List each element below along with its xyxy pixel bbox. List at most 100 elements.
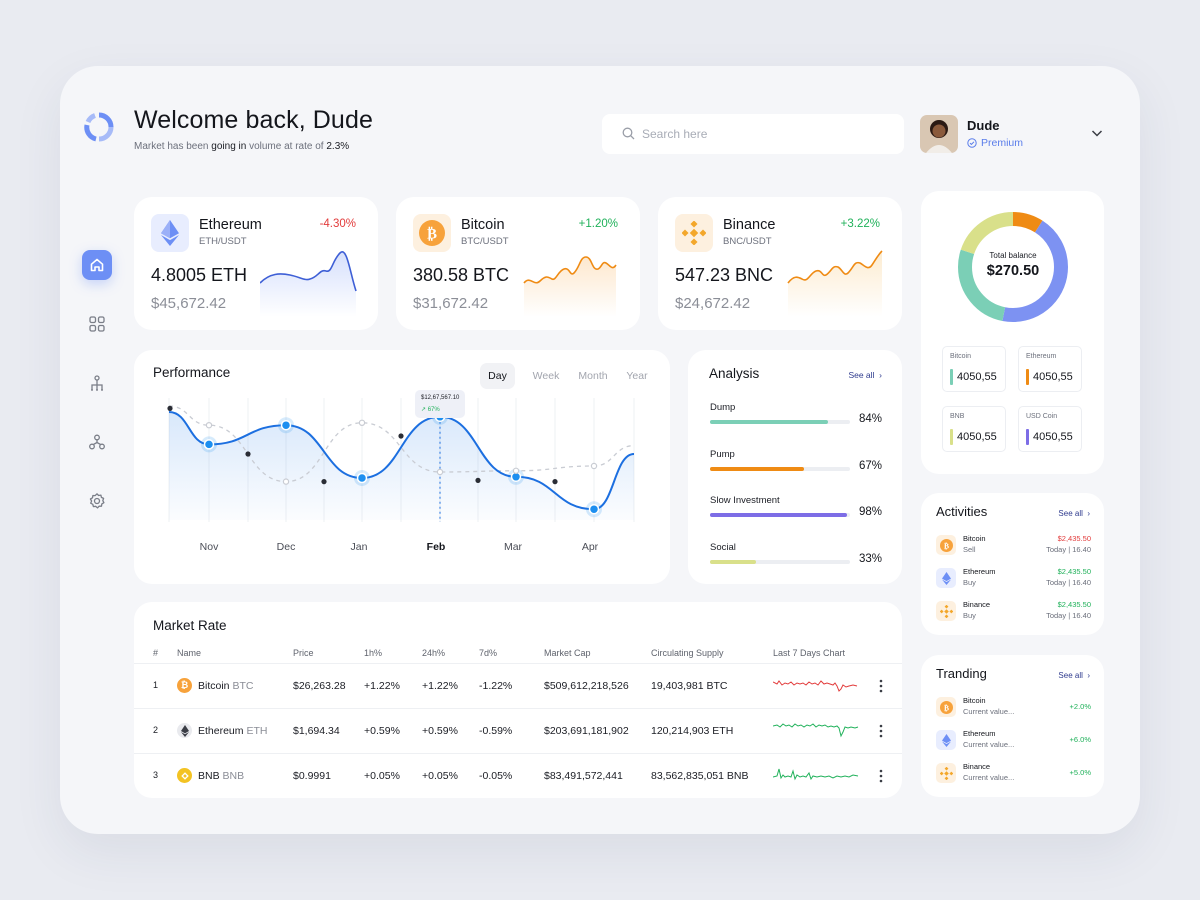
activities-title: Activities (936, 504, 988, 519)
analysis-card: Analysis See all › Dump 84% Pump 67% Slo… (688, 350, 902, 584)
search-input[interactable] (642, 122, 892, 146)
market-rate-table: Market Rate # Name Price 1h% 24h% 7d% Ma… (134, 602, 902, 798)
bitcoin-icon: ₿ (177, 678, 192, 693)
data-point-dec (280, 419, 292, 431)
month-label: Nov (199, 541, 219, 553)
more-options-icon[interactable] (877, 723, 885, 739)
analysis-see-all-link[interactable]: See all › (848, 370, 882, 380)
more-options-icon[interactable] (877, 678, 885, 694)
col-supply[interactable]: Circulating Supply (651, 648, 724, 658)
nav-dashboard[interactable] (82, 309, 112, 339)
coin-change: +1.20% (578, 218, 618, 230)
ethereum-icon (151, 214, 189, 252)
nav-hierarchy[interactable] (82, 368, 112, 398)
activity-item[interactable]: ₿ Bitcoin Sell $2,435.50 Today | 16.40 (936, 533, 1091, 561)
donut-segment-bnb (958, 212, 1068, 322)
tab-week[interactable]: Week (532, 370, 560, 382)
nav-settings[interactable] (82, 486, 112, 516)
marker-dot (475, 477, 481, 483)
performance-chart[interactable] (134, 350, 670, 584)
network-icon (89, 434, 105, 450)
col-price[interactable]: Price (293, 648, 314, 658)
col-24h[interactable]: 24h% (422, 648, 446, 658)
tab-day[interactable]: Day (480, 363, 515, 389)
coin-name: Ethereum (199, 217, 262, 233)
market-summary: Market has been going in volume at rate … (134, 141, 350, 152)
nav-network[interactable] (82, 427, 112, 457)
series-area (169, 412, 634, 520)
gear-icon (89, 493, 105, 509)
ethereum-icon (936, 730, 956, 750)
performance-title: Performance (153, 365, 231, 380)
asset-tile[interactable]: Ethereum 4050,55 (1018, 346, 1082, 392)
donut-segment-dump (958, 212, 1068, 322)
coin-name: Bitcoin (461, 217, 505, 233)
verified-icon (967, 138, 977, 148)
secondary-point-apr (590, 462, 598, 470)
month-label: Feb (426, 541, 446, 553)
premium-badge: Premium (967, 137, 1023, 149)
col-market-cap[interactable]: Market Cap (544, 648, 591, 658)
coin-change: +3.22% (840, 218, 880, 230)
table-row[interactable]: 3 BNB BNB $0.9991 +0.05% +0.05% -0.05% $… (134, 753, 902, 798)
balance-label: Total balance (989, 251, 1037, 260)
binance-sparkline (787, 250, 883, 317)
chevron-down-icon[interactable] (1090, 126, 1104, 140)
balance-donut-chart[interactable] (951, 205, 1075, 329)
secondary-point-jan (358, 419, 366, 427)
user-name: Dude (967, 118, 1000, 133)
secondary-point-dec (282, 478, 290, 485)
month-label: Mar (503, 541, 523, 553)
tab-year[interactable]: Year (626, 370, 648, 382)
marker-dot (398, 433, 404, 439)
trending-item[interactable]: Ethereum Current value... +6.0% (936, 728, 1091, 756)
analysis-title: Analysis (709, 366, 760, 381)
trending-item[interactable]: ₿ Bitcoin Current value... +2.0% (936, 695, 1091, 723)
col-rank: # (153, 648, 159, 658)
more-options-icon[interactable] (877, 768, 885, 784)
coin-usd-value: $31,672.42 (413, 295, 489, 312)
secondary-point-feb (436, 468, 444, 476)
app-logo-icon[interactable] (84, 112, 114, 142)
nav-home[interactable] (82, 250, 112, 280)
asset-tile[interactable]: USD Coin 4050,55 (1018, 406, 1082, 452)
performance-card: Performance Day Week Month Year $12,67,5… (134, 350, 670, 584)
col-7d[interactable]: 7d% (479, 648, 498, 658)
table-row[interactable]: 1 ₿ Bitcoin BTC $26,263.28 +1.22% +1.22%… (134, 663, 902, 708)
tab-month[interactable]: Month (578, 370, 608, 382)
coin-card-bitcoin[interactable]: ₿ Bitcoin BTC/USDT +1.20% 380.58 BTC $31… (396, 197, 640, 330)
search-box[interactable] (602, 114, 904, 154)
balance-card: Total balance $270.50 Bitcoin 4050,55 Eth… (921, 191, 1104, 474)
col-name[interactable]: Name (177, 648, 202, 658)
svg-text:₿: ₿ (943, 702, 948, 712)
col-1h[interactable]: 1h% (364, 648, 383, 658)
grid-icon (89, 316, 105, 332)
activity-item[interactable]: Binance Buy $2,435.50 Today | 16.40 (936, 599, 1091, 627)
balance-value: $270.50 (986, 263, 1040, 279)
ethereum-icon (177, 723, 192, 738)
table-row[interactable]: 2 Ethereum ETH $1,694.34 +0.59% +0.59% -… (134, 708, 902, 753)
trending-item[interactable]: Binance Current value... +5.0% (936, 761, 1091, 789)
coin-card-ethereum[interactable]: Ethereum ETH/USDT -4.30% 4.8005 ETH $45,… (134, 197, 378, 330)
svg-text:₿: ₿ (427, 225, 437, 243)
activities-see-all-link[interactable]: See all › (1058, 509, 1090, 518)
asset-tile[interactable]: Bitcoin 4050,55 (942, 346, 1006, 392)
tooltip-value: $12,67,567.10 (421, 395, 460, 401)
month-label: Apr (581, 541, 599, 553)
marker-dot (321, 479, 327, 485)
avatar[interactable] (920, 115, 958, 153)
coin-card-binance[interactable]: Binance BNC/USDT +3.22% 547.23 BNC $24,6… (658, 197, 902, 330)
data-point-nov (203, 439, 215, 450)
trending-see-all-link[interactable]: See all › (1058, 671, 1090, 680)
coin-pair: BTC/USDT (461, 236, 509, 247)
data-point-jan (356, 472, 368, 484)
asset-tile[interactable]: BNB 4050,55 (942, 406, 1006, 452)
marker-dot (245, 451, 251, 457)
home-icon (90, 258, 104, 272)
donut-segment-ethereum (958, 212, 1068, 322)
mini-chart-green (773, 768, 859, 781)
bnb-icon (177, 768, 192, 783)
chart-tooltip: $12,67,567.10 ↗ 67% (415, 390, 465, 418)
coin-amount: 380.58 BTC (413, 265, 510, 285)
activity-item[interactable]: Ethereum Buy $2,435.50 Today | 16.40 (936, 566, 1091, 594)
